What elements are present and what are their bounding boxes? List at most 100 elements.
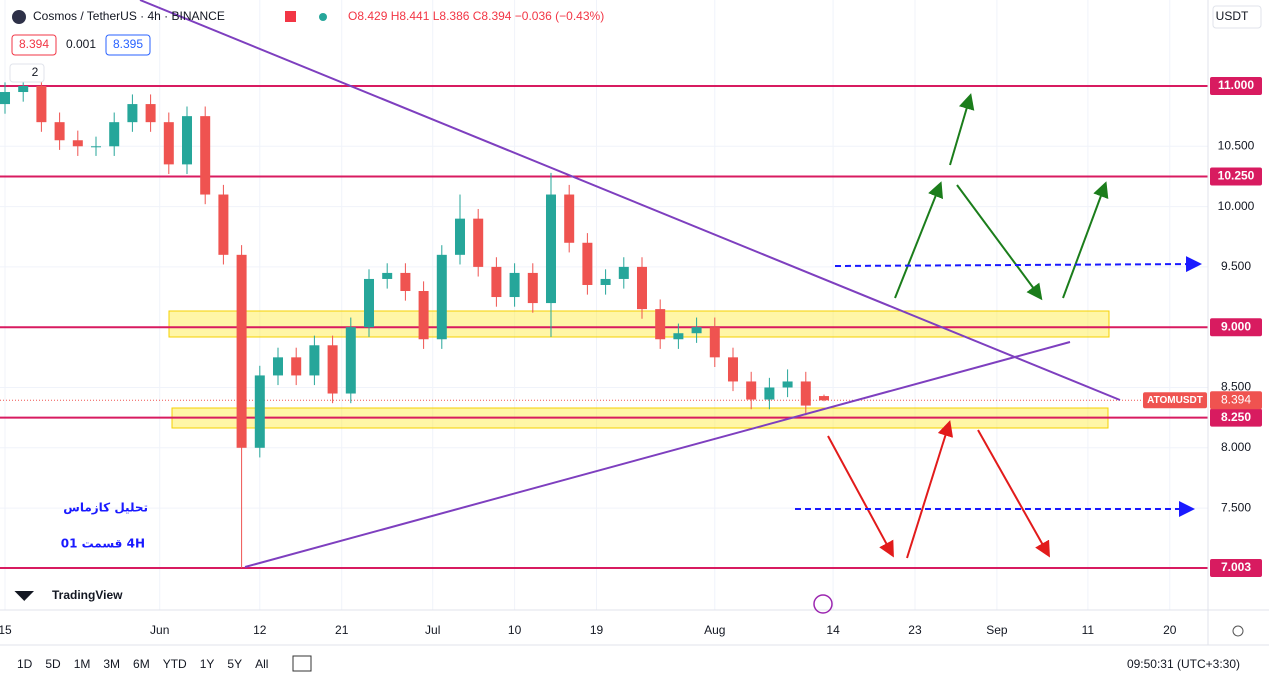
symbol-icon <box>12 10 26 24</box>
symbol-label-box <box>1143 392 1207 409</box>
settings-icon[interactable] <box>1232 625 1244 637</box>
timeframe-button[interactable]: 1D <box>17 657 33 671</box>
candle-body <box>600 278 611 285</box>
flag-icon[interactable] <box>285 11 296 22</box>
level-label-box <box>1210 559 1262 578</box>
candle-body <box>109 122 120 147</box>
date-range-icon[interactable] <box>292 655 312 672</box>
x-tick-label: 15 <box>0 623 12 637</box>
candle-body <box>782 381 793 388</box>
scenario-arrows <box>827 420 1050 559</box>
ohlc-values: O8.429 H8.441 L8.386 C8.394 −0.036 (−0.4… <box>348 9 604 23</box>
spread: 0.001 <box>66 37 96 51</box>
clock: 09:50:31 (UTC+3:30) <box>1127 657 1240 671</box>
candle-body <box>709 327 720 358</box>
level-label: 9.000 <box>1221 319 1251 333</box>
candle-body <box>200 116 211 195</box>
y-tick-label: 10.500 <box>1218 138 1255 152</box>
x-tick-label: 11 <box>1082 623 1095 637</box>
x-tick-label: Jul <box>425 623 440 637</box>
candle-body <box>0 92 11 105</box>
target-line <box>795 256 1202 517</box>
candle-body <box>218 194 229 255</box>
candle-body <box>564 194 575 243</box>
candle-body <box>473 218 484 267</box>
timeframe-button[interactable]: 1Y <box>200 657 215 671</box>
x-tick-label: 12 <box>253 623 267 637</box>
symbol-label: ATOMUSDT <box>1147 395 1203 406</box>
candle-body <box>309 345 320 376</box>
logo-mark: ◥◤ <box>14 588 34 602</box>
x-tick-label: 20 <box>1163 623 1177 637</box>
candle-body <box>91 146 102 148</box>
level-label-box <box>1210 408 1262 427</box>
level-label: 8.250 <box>1221 410 1251 424</box>
timeframe-button[interactable]: 5D <box>45 657 61 671</box>
indicator-toggle[interactable] <box>9 63 45 83</box>
timeframe-button[interactable]: All <box>255 657 268 671</box>
candle-body <box>618 266 629 279</box>
candle-body <box>673 333 684 340</box>
candle-body <box>418 291 429 340</box>
candle-body <box>491 266 502 298</box>
candle-body <box>345 327 356 394</box>
buy-box[interactable] <box>105 34 151 56</box>
price-label: 8.394 <box>1221 392 1251 406</box>
x-tick-label: 23 <box>908 623 922 637</box>
x-tick-label: Aug <box>704 623 725 637</box>
indicator-count: 2 <box>32 65 39 79</box>
candle-body <box>655 309 666 340</box>
candle-body <box>236 254 247 448</box>
trend-line <box>139 0 1121 401</box>
timeframe-button[interactable]: 6M <box>133 657 150 671</box>
level-label-box <box>1210 167 1262 186</box>
candle-body <box>800 381 811 406</box>
y-tick-label: 8.500 <box>1221 380 1251 394</box>
candle-body <box>72 140 83 147</box>
y-tick-label: 10.000 <box>1218 199 1255 213</box>
timeframe-button[interactable]: 5Y <box>227 657 242 671</box>
candle-body <box>254 375 265 448</box>
events-icon[interactable] <box>813 594 833 614</box>
status-dot <box>319 13 327 21</box>
x-tick-label: 14 <box>826 623 840 637</box>
level-label-box <box>1210 318 1262 337</box>
logo: TradingView <box>52 588 123 602</box>
candle-body <box>291 357 302 376</box>
annotation-title: تحلیل کازماس <box>63 501 148 515</box>
candle-body <box>764 387 775 400</box>
candle-body <box>582 242 593 285</box>
level-label: 10.250 <box>1218 169 1255 183</box>
y-tick-label: 9.500 <box>1221 259 1251 273</box>
candle-body <box>18 85 29 93</box>
support-zone <box>168 310 1110 338</box>
x-tick-label: Sep <box>986 623 1008 637</box>
y-tick-label: 7.500 <box>1221 500 1251 514</box>
annotation-subtitle: 4H قسمت 01 <box>61 537 145 551</box>
candle-body <box>36 85 47 123</box>
trend-line <box>244 341 1071 568</box>
candle-body <box>636 266 647 310</box>
currency-menu[interactable] <box>1212 5 1262 29</box>
level-label: 11.000 <box>1218 78 1254 92</box>
level-label-box <box>1210 76 1262 95</box>
timeframe-button[interactable]: 1M <box>74 657 91 671</box>
candle-body <box>54 122 65 141</box>
timeframe-button[interactable]: 3M <box>103 657 120 671</box>
candle-body <box>327 345 338 394</box>
x-tick-label: 19 <box>590 623 604 637</box>
x-tick-label: 10 <box>508 623 522 637</box>
candle-body <box>182 116 193 165</box>
timeframe-button[interactable]: YTD <box>163 657 187 671</box>
ask-price: 8.395 <box>113 37 143 51</box>
candle-body <box>145 104 156 123</box>
candle-body <box>382 272 393 279</box>
sell-box[interactable] <box>11 34 57 56</box>
candle-body <box>454 218 465 255</box>
x-tick-label: Jun <box>150 623 169 637</box>
x-tick-label: 21 <box>335 623 349 637</box>
currency: USDT <box>1216 9 1249 23</box>
candle-body <box>400 272 411 292</box>
level-label: 7.003 <box>1221 560 1251 574</box>
